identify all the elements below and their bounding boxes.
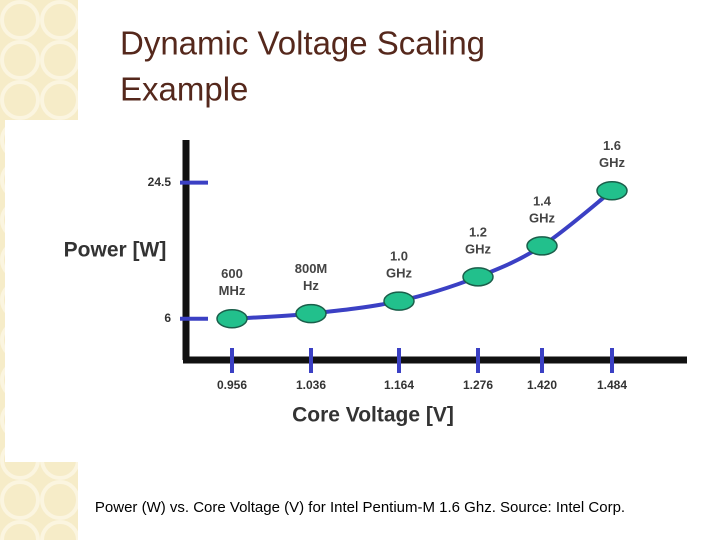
slide-title: Dynamic Voltage Scaling: [120, 25, 485, 62]
point-label: GHz: [386, 266, 413, 281]
point: [295, 303, 327, 324]
point-label: 1.0: [390, 249, 408, 264]
x-tick-label: 1.484: [597, 378, 627, 392]
point: [462, 267, 494, 287]
y-axis-title: Power [W]: [64, 239, 167, 262]
point-label: GHz: [529, 210, 556, 225]
x-tick-label: 0.956: [217, 378, 247, 392]
slide-title: Example: [120, 71, 248, 108]
x-tick-label: 1.276: [463, 378, 493, 392]
point-label: 800M: [295, 261, 328, 276]
point-label: Hz: [303, 278, 319, 293]
point: [596, 181, 628, 201]
point-label: 1.4: [533, 193, 552, 208]
point: [526, 236, 558, 256]
x-tick-label: 1.420: [527, 378, 557, 392]
point-label: 600: [221, 266, 243, 281]
point-label: 1.2: [469, 224, 487, 239]
point-label: GHz: [599, 155, 626, 170]
chart-area: [5, 120, 700, 462]
x-axis-title: Core Voltage [V]: [292, 404, 454, 427]
point-label: MHz: [219, 283, 246, 298]
caption: Power (W) vs. Core Voltage (V) for Intel…: [95, 499, 625, 516]
point-label: 1.6: [603, 138, 621, 153]
y-tick-label: 24.5: [148, 175, 172, 189]
point: [383, 291, 415, 311]
x-tick-label: 1.164: [384, 378, 414, 392]
point: [216, 308, 248, 329]
y-tick-label: 6: [164, 311, 171, 325]
point-label: GHz: [465, 241, 492, 256]
x-tick-label: 1.036: [296, 378, 326, 392]
